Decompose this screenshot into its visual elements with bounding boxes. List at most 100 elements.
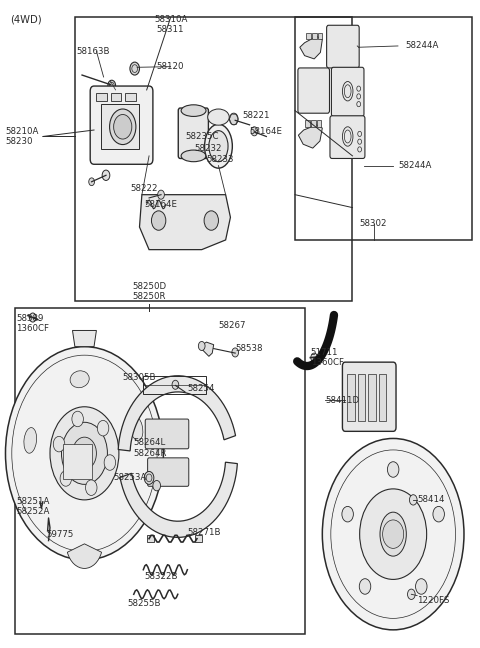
Bar (318, 33, 323, 40)
Circle shape (342, 506, 353, 522)
Circle shape (89, 178, 95, 185)
FancyBboxPatch shape (148, 458, 189, 486)
Circle shape (323, 439, 464, 630)
Polygon shape (72, 330, 96, 347)
Polygon shape (118, 376, 236, 451)
Circle shape (102, 170, 110, 180)
FancyBboxPatch shape (330, 116, 365, 159)
Ellipse shape (24, 428, 36, 453)
Bar (358, 375, 365, 421)
Circle shape (251, 127, 258, 136)
Circle shape (97, 421, 109, 436)
Bar (379, 375, 386, 421)
Circle shape (72, 411, 84, 427)
Bar (15, 308, 305, 634)
Text: 58255B: 58255B (128, 599, 161, 608)
Polygon shape (199, 342, 214, 356)
Circle shape (409, 494, 417, 505)
Text: 58264L
58264R: 58264L 58264R (134, 439, 167, 458)
FancyBboxPatch shape (298, 68, 329, 113)
Text: 58305B: 58305B (123, 373, 156, 382)
Polygon shape (300, 36, 323, 59)
Circle shape (144, 472, 154, 484)
Circle shape (204, 211, 218, 230)
Circle shape (153, 480, 160, 491)
Polygon shape (120, 462, 238, 537)
Text: 58233: 58233 (206, 156, 234, 164)
Circle shape (383, 520, 404, 548)
Ellipse shape (181, 105, 206, 117)
Polygon shape (140, 194, 230, 249)
Text: 58271B: 58271B (187, 527, 221, 537)
Bar (63, 444, 92, 479)
Circle shape (61, 422, 108, 484)
Circle shape (104, 455, 116, 470)
Bar (125, 93, 136, 101)
Text: 58302: 58302 (360, 219, 387, 228)
Polygon shape (299, 125, 323, 148)
Ellipse shape (204, 124, 232, 168)
Text: 58411D: 58411D (325, 396, 360, 405)
Text: 58414: 58414 (417, 495, 444, 504)
FancyBboxPatch shape (90, 86, 153, 165)
FancyBboxPatch shape (326, 25, 359, 68)
Text: 58120: 58120 (156, 62, 184, 71)
Circle shape (157, 190, 164, 199)
Bar (306, 33, 311, 40)
Circle shape (172, 380, 179, 389)
Bar (317, 121, 322, 127)
Circle shape (60, 470, 72, 486)
Circle shape (311, 353, 318, 362)
Text: 58221: 58221 (242, 111, 270, 121)
Text: 58244A: 58244A (398, 161, 432, 170)
Text: 58538: 58538 (235, 344, 263, 353)
Ellipse shape (130, 415, 143, 441)
Text: 58164E: 58164E (144, 200, 177, 209)
Text: 58310A
58311: 58310A 58311 (154, 15, 187, 34)
Bar (311, 121, 316, 127)
Text: (4WD): (4WD) (10, 15, 42, 25)
Ellipse shape (109, 109, 136, 145)
Wedge shape (67, 544, 102, 568)
Bar (101, 104, 140, 150)
Circle shape (360, 489, 427, 579)
Text: 58267: 58267 (218, 321, 246, 330)
Bar (96, 93, 107, 101)
Circle shape (232, 348, 239, 357)
Circle shape (198, 341, 205, 351)
Text: 59775: 59775 (46, 529, 73, 538)
Circle shape (130, 62, 140, 75)
Bar (111, 93, 121, 101)
Circle shape (53, 436, 65, 452)
Text: 58389
1360CF: 58389 1360CF (16, 314, 49, 333)
Bar (347, 375, 355, 421)
Circle shape (152, 211, 166, 230)
Ellipse shape (181, 150, 206, 162)
Bar (295, 17, 472, 240)
Circle shape (50, 407, 119, 500)
Circle shape (29, 313, 36, 322)
Circle shape (108, 80, 116, 91)
Bar (75, 17, 352, 301)
Circle shape (360, 579, 371, 594)
Text: 1220FS: 1220FS (417, 596, 449, 605)
Ellipse shape (114, 115, 132, 139)
Bar (144, 376, 206, 394)
FancyBboxPatch shape (178, 108, 208, 159)
Text: 58164E: 58164E (250, 127, 283, 136)
Bar (147, 535, 154, 542)
Text: 58254: 58254 (187, 384, 215, 393)
Circle shape (408, 589, 415, 599)
Ellipse shape (380, 512, 406, 556)
Text: 58210A
58230: 58210A 58230 (5, 127, 39, 146)
Ellipse shape (209, 131, 228, 162)
Circle shape (85, 480, 97, 496)
Bar (305, 121, 310, 127)
Circle shape (416, 579, 427, 594)
Text: 58235C: 58235C (185, 132, 218, 141)
Text: 51711
1360CF: 51711 1360CF (311, 348, 344, 367)
Text: 58222: 58222 (130, 184, 157, 192)
Circle shape (72, 437, 96, 470)
Text: 58232: 58232 (194, 144, 222, 153)
Ellipse shape (208, 109, 229, 125)
